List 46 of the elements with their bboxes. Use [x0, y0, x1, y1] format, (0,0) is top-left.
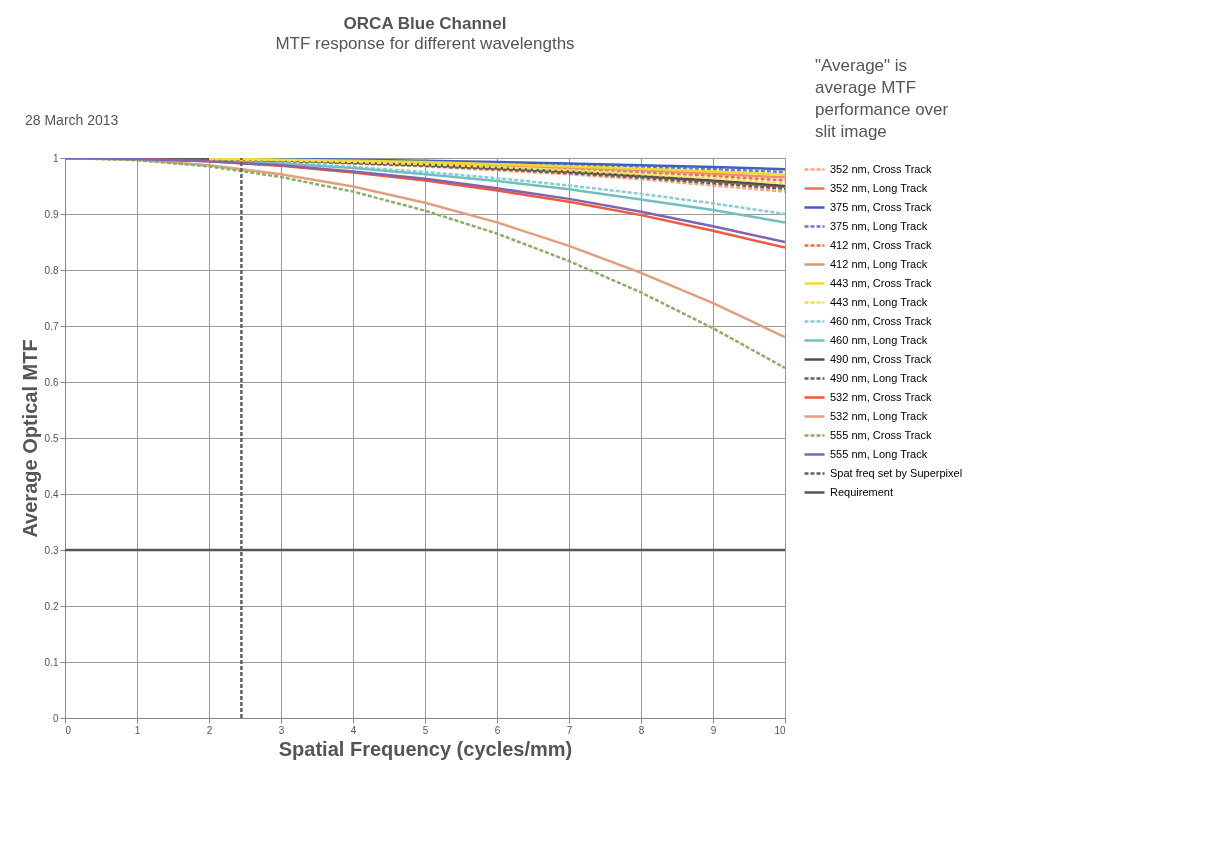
legend-label: Requirement [830, 485, 893, 498]
legend-label: 352 nm, Cross Track [830, 162, 932, 175]
x-tick-label: 4 [350, 724, 357, 736]
legend-label: 532 nm, Cross Track [830, 390, 932, 403]
text: "Average" is average MTF performance over slit image [815, 56, 949, 141]
legend-label: 443 nm, Long Track [830, 295, 928, 308]
x-tick-label: 1 [134, 724, 141, 736]
y-axis-title: Average Optical MTF [18, 339, 41, 538]
legend-label: 352 nm, Long Track [830, 181, 928, 194]
y-tick-label: 0.9 [44, 208, 59, 220]
legend-label: 532 nm, Long Track [830, 409, 928, 422]
y-tick-label: 0.6 [44, 376, 59, 388]
x-axis-title: Spatial Frequency (cycles/mm) [278, 737, 573, 760]
x-tick-label: 9 [710, 724, 717, 736]
x-tick-label: 6 [494, 724, 501, 736]
x-tick-label: 7 [566, 724, 573, 736]
x-tick-label: 8 [638, 724, 645, 736]
x-tick-label: 0 [65, 724, 72, 736]
legend-label: 555 nm, Long Track [830, 447, 928, 460]
y-tick-label: 0.8 [44, 264, 59, 276]
legend-label: 412 nm, Long Track [830, 257, 928, 270]
y-tick-label: 0.1 [44, 656, 59, 668]
legend-label: 443 nm, Cross Track [830, 276, 932, 289]
legend-label: 490 nm, Long Track [830, 371, 928, 384]
y-tick-label: 0.3 [44, 544, 59, 556]
y-tick-label: 0 [52, 712, 59, 724]
legend-label: 460 nm, Long Track [830, 333, 928, 346]
y-tick-label: 0.5 [44, 432, 59, 444]
legend-label: 412 nm, Cross Track [830, 238, 932, 251]
legend-label: 375 nm, Long Track [830, 219, 928, 232]
legend-label: 375 nm, Cross Track [830, 200, 932, 213]
legend-label: 490 nm, Cross Track [830, 352, 932, 365]
y-tick-label: 0.7 [44, 320, 59, 332]
chart-title: ORCA Blue Channel [343, 14, 507, 33]
legend-label: 460 nm, Cross Track [830, 314, 932, 327]
x-tick-label: 2 [206, 724, 213, 736]
text: 28 March 2013 [25, 112, 119, 128]
y-tick-label: 0.2 [44, 600, 59, 612]
legend-label: 555 nm, Cross Track [830, 428, 932, 441]
legend-label: Spat freq set by Superpixel [830, 466, 963, 479]
chart-subtitle: MTF response for different wavelengths [275, 34, 575, 53]
x-tick-label: 5 [422, 724, 429, 736]
x-tick-label: 10 [774, 724, 786, 736]
y-tick-label: 0.4 [44, 488, 59, 500]
y-tick-label: 1 [52, 152, 59, 164]
x-tick-label: 3 [278, 724, 285, 736]
